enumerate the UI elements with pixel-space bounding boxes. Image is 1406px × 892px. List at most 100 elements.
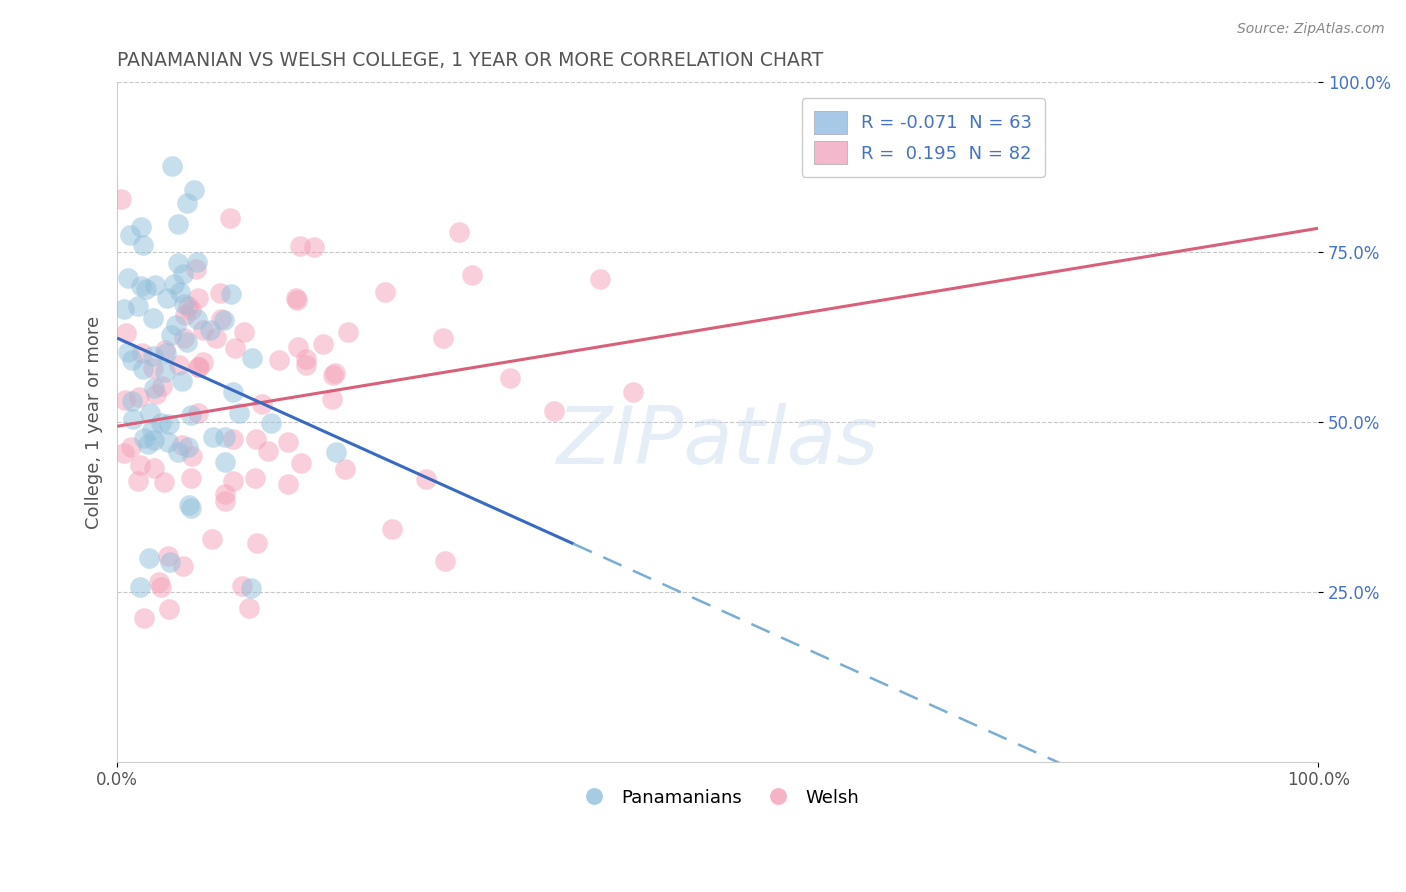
Point bbox=[543, 404, 565, 418]
Point bbox=[129, 458, 152, 473]
Point bbox=[177, 299, 200, 313]
Point bbox=[295, 358, 318, 372]
Point bbox=[145, 386, 167, 401]
Point bbox=[245, 471, 267, 485]
Point bbox=[209, 286, 232, 301]
Point bbox=[257, 443, 280, 458]
Point bbox=[621, 385, 644, 400]
Point bbox=[172, 267, 194, 281]
Point bbox=[214, 455, 236, 469]
Point bbox=[150, 416, 173, 430]
Point bbox=[156, 549, 179, 564]
Point bbox=[209, 311, 232, 326]
Point bbox=[167, 256, 190, 270]
Point bbox=[218, 211, 240, 225]
Point bbox=[460, 268, 482, 283]
Point bbox=[198, 323, 221, 337]
Point bbox=[131, 346, 153, 360]
Point bbox=[188, 360, 211, 375]
Point bbox=[160, 159, 183, 173]
Point bbox=[187, 406, 209, 420]
Point bbox=[193, 355, 215, 369]
Point bbox=[432, 331, 454, 345]
Point bbox=[160, 328, 183, 343]
Point bbox=[183, 183, 205, 197]
Point bbox=[205, 331, 228, 345]
Point bbox=[323, 366, 346, 380]
Point bbox=[138, 437, 160, 451]
Point bbox=[176, 196, 198, 211]
Legend: Panamanians, Welsh: Panamanians, Welsh bbox=[569, 781, 866, 814]
Point bbox=[129, 220, 152, 235]
Point bbox=[222, 432, 245, 446]
Point bbox=[277, 476, 299, 491]
Point bbox=[180, 409, 202, 423]
Point bbox=[231, 579, 253, 593]
Point bbox=[214, 487, 236, 501]
Point bbox=[221, 287, 243, 301]
Point bbox=[295, 352, 318, 367]
Point bbox=[290, 239, 312, 253]
Point bbox=[120, 440, 142, 454]
Point bbox=[110, 192, 132, 206]
Point bbox=[222, 474, 245, 488]
Point bbox=[129, 278, 152, 293]
Point bbox=[127, 474, 149, 488]
Point bbox=[177, 498, 200, 512]
Point bbox=[285, 293, 308, 308]
Point bbox=[121, 393, 143, 408]
Point bbox=[180, 470, 202, 484]
Point bbox=[114, 392, 136, 407]
Point bbox=[177, 440, 200, 454]
Point bbox=[172, 558, 194, 573]
Point bbox=[139, 405, 162, 419]
Point bbox=[381, 522, 404, 536]
Point bbox=[128, 580, 150, 594]
Point bbox=[212, 313, 235, 327]
Point bbox=[121, 353, 143, 368]
Point bbox=[321, 392, 343, 406]
Point bbox=[169, 285, 191, 299]
Point bbox=[135, 282, 157, 296]
Point bbox=[128, 390, 150, 404]
Y-axis label: College, 1 year or more: College, 1 year or more bbox=[86, 316, 103, 529]
Point bbox=[163, 277, 186, 292]
Point bbox=[157, 434, 180, 449]
Point bbox=[186, 312, 208, 326]
Point bbox=[112, 445, 135, 459]
Point bbox=[172, 374, 194, 388]
Point bbox=[499, 371, 522, 385]
Point bbox=[153, 475, 176, 489]
Point bbox=[132, 238, 155, 252]
Point bbox=[214, 493, 236, 508]
Point bbox=[260, 416, 283, 430]
Point bbox=[589, 271, 612, 285]
Point bbox=[238, 600, 260, 615]
Point bbox=[173, 297, 195, 311]
Point bbox=[433, 554, 456, 568]
Point bbox=[187, 291, 209, 305]
Point bbox=[228, 406, 250, 420]
Point bbox=[277, 435, 299, 450]
Point bbox=[155, 345, 177, 359]
Point bbox=[186, 262, 208, 277]
Point bbox=[165, 318, 187, 332]
Point bbox=[222, 385, 245, 400]
Point bbox=[142, 360, 165, 375]
Point bbox=[159, 555, 181, 569]
Point bbox=[150, 378, 173, 392]
Point bbox=[201, 430, 224, 444]
Point bbox=[322, 368, 344, 383]
Point bbox=[325, 444, 347, 458]
Point bbox=[180, 303, 202, 318]
Point bbox=[117, 270, 139, 285]
Point bbox=[240, 581, 263, 595]
Point bbox=[142, 310, 165, 325]
Point bbox=[115, 326, 138, 340]
Point bbox=[132, 431, 155, 445]
Point bbox=[149, 581, 172, 595]
Point bbox=[180, 500, 202, 515]
Point bbox=[214, 430, 236, 444]
Point bbox=[240, 351, 263, 366]
Point bbox=[143, 434, 166, 448]
